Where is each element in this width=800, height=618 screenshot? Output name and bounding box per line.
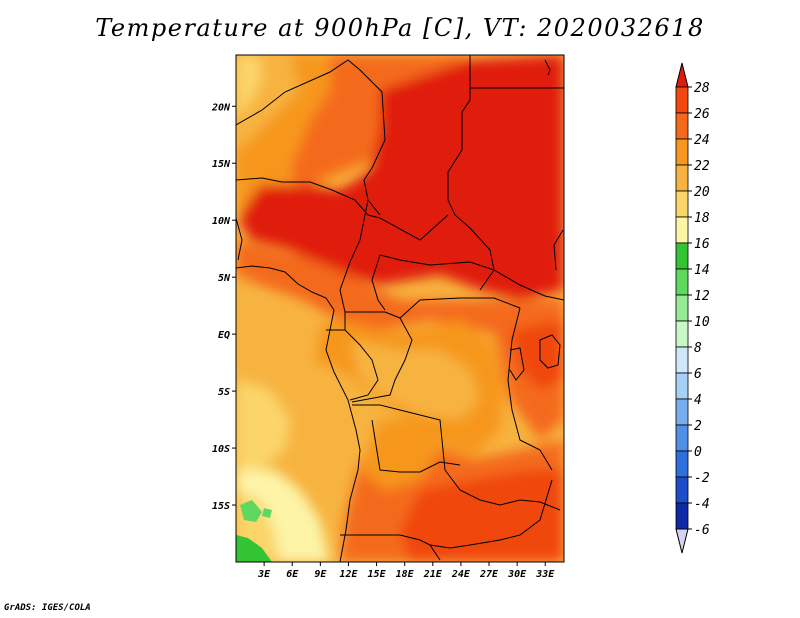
colorbar-label: 0 <box>694 445 702 460</box>
colorbar-label: 26 <box>694 107 710 122</box>
colorbar-swatch <box>675 320 689 348</box>
colorbar-swatch <box>675 164 689 192</box>
y-axis: 20N 15N 10N 5N EQ 5S 10S 15S <box>211 102 236 512</box>
grads-credit: GrADS: IGES/COLA <box>4 603 91 613</box>
colorbar-swatch <box>675 424 689 452</box>
colorbar-swatch <box>675 216 689 244</box>
colorbar-label: 8 <box>694 341 702 356</box>
colorbar-swatch <box>675 502 689 530</box>
temperature-field <box>236 55 564 562</box>
colorbar-label: 2 <box>694 419 702 434</box>
x-tick-label: 9E <box>314 569 327 580</box>
colorbar-swatch <box>675 398 689 426</box>
colorbar-swatch <box>675 372 689 400</box>
colorbar-label: 12 <box>694 289 710 304</box>
colorbar-label: 4 <box>694 393 702 408</box>
colorbar-swatch <box>675 190 689 218</box>
colorbar-swatch <box>675 242 689 270</box>
map-frame <box>235 54 565 563</box>
x-tick-label: 6E <box>286 569 299 580</box>
x-tick-label: 12E <box>339 569 358 580</box>
colorbar-swatch <box>675 112 689 140</box>
y-tick-label: 5N <box>218 273 231 284</box>
colorbar-label: 6 <box>694 367 702 382</box>
y-tick-label: 10N <box>212 216 231 227</box>
colorbar-label: -4 <box>694 497 710 512</box>
x-tick-label: 33E <box>535 569 555 580</box>
colorbar-label: 20 <box>694 185 710 200</box>
x-tick-label: 21E <box>423 569 443 580</box>
colorbar-label: 10 <box>694 315 710 330</box>
x-tick-label: 24E <box>451 569 471 580</box>
chart-title: Temperature at 900hPa [C], VT: 202003261… <box>95 14 705 42</box>
colorbar-label: 18 <box>694 211 710 226</box>
colorbar-swatch <box>675 346 689 374</box>
colorbar-swatch <box>675 86 689 114</box>
colorbar-label: 14 <box>694 263 710 278</box>
x-tick-label: 18E <box>396 569 415 580</box>
x-axis: 3E 6E 9E 12E 15E 18E 21E 24E 27E 30E 33E <box>257 562 555 580</box>
colorbar-bottom-arrow <box>675 528 689 554</box>
colorbar-swatch <box>675 294 689 322</box>
y-tick-label: EQ <box>218 330 230 341</box>
y-tick-label: 15N <box>212 159 231 170</box>
colorbar-label: 16 <box>694 237 710 252</box>
colorbar-label: -6 <box>694 523 710 538</box>
x-tick-label: 3E <box>257 569 271 580</box>
colorbar-swatch <box>675 476 689 504</box>
y-tick-label: 20N <box>211 102 231 113</box>
colorbar-label: 22 <box>694 159 710 174</box>
x-tick-label: 27E <box>479 569 499 580</box>
y-tick-label: 10S <box>212 444 230 455</box>
y-tick-label: 5S <box>218 387 230 398</box>
colorbar-swatch <box>675 138 689 166</box>
colorbar-label: 24 <box>694 133 710 148</box>
colorbar-swatch <box>675 268 689 296</box>
x-tick-label: 30E <box>507 569 527 580</box>
colorbar-label: 28 <box>694 81 710 96</box>
country-borders <box>236 55 564 562</box>
colorbar-swatch <box>675 450 689 478</box>
y-tick-label: 15S <box>212 501 230 512</box>
x-tick-label: 15E <box>368 569 387 580</box>
colorbar-top-arrow <box>675 62 689 88</box>
colorbar-label: -2 <box>694 471 710 486</box>
